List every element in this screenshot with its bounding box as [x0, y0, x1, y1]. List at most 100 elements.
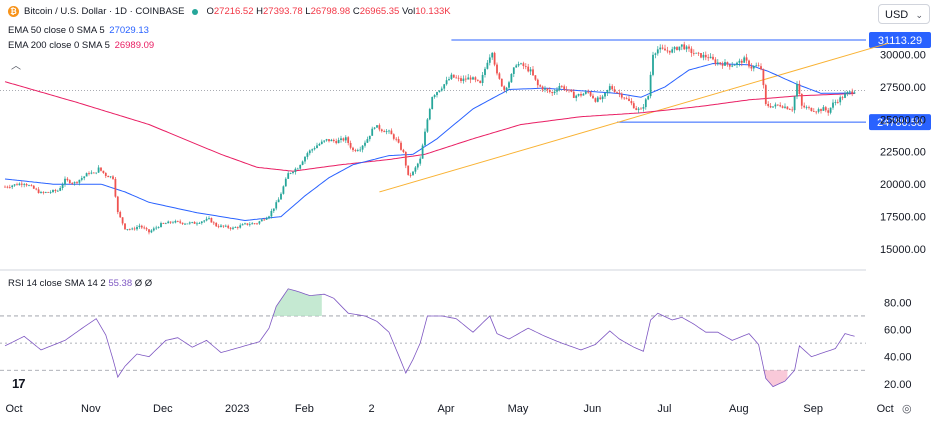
- currency-select[interactable]: USD ⌄: [878, 4, 930, 24]
- candle-body: [853, 92, 856, 94]
- candle-body: [436, 92, 438, 96]
- candle-body: [260, 219, 263, 222]
- symbol-title[interactable]: Bitcoin / U.S. Dollar · 1D · COINBASE: [24, 6, 185, 17]
- candle-body: [517, 64, 520, 66]
- candle-body: [47, 192, 50, 193]
- ema50-legend[interactable]: EMA 50 close 0 SMA 5 27029.13: [8, 25, 149, 36]
- candle-body: [548, 89, 551, 93]
- symbol-legend[interactable]: ₿ Bitcoin / U.S. Dollar · 1D · COINBASE …: [8, 6, 451, 17]
- candle-body: [400, 142, 402, 150]
- tradingview-logo-icon: 17: [12, 376, 26, 391]
- candle-body: [721, 63, 724, 66]
- candle-body: [582, 93, 585, 96]
- candle-body: [757, 65, 760, 67]
- candle-body: [126, 229, 129, 231]
- candle-body: [604, 92, 606, 97]
- candle-body: [428, 109, 431, 120]
- candle-body: [28, 185, 30, 187]
- candle-body: [107, 175, 110, 178]
- candle-body: [246, 223, 249, 225]
- time-tick-label: 2: [369, 403, 375, 415]
- candle-body: [592, 95, 594, 99]
- candle-body: [248, 224, 251, 226]
- time-tick-label: Sep: [803, 403, 823, 415]
- candle-body: [587, 91, 590, 93]
- candle-body: [479, 80, 482, 83]
- candle-body: [762, 69, 765, 86]
- candle-body: [608, 86, 611, 91]
- candle-body: [560, 85, 563, 87]
- candle-body: [656, 49, 659, 54]
- candle-body: [80, 178, 83, 180]
- settings-icon[interactable]: ◎: [902, 403, 912, 415]
- candle-body: [289, 172, 292, 174]
- candle-body: [460, 78, 462, 82]
- candle-body: [71, 183, 74, 184]
- candle-body: [448, 79, 450, 81]
- candle-body: [23, 184, 26, 185]
- price-axis[interactable]: 15000.00 17500.00 20000.00 22500.00 25000.00…: [880, 49, 926, 256]
- candle-body: [191, 222, 194, 223]
- collapse-legend-icon[interactable]: ︿: [11, 61, 21, 72]
- time-axis[interactable]: Oct Nov Dec 2023 Feb 2 Apr May Jun Jul Aug Sep Oct: [5, 403, 893, 415]
- candle-body: [402, 149, 405, 152]
- candle-body: [488, 57, 491, 63]
- candle-body: [515, 65, 518, 68]
- candle-body: [709, 56, 712, 59]
- candle-body: [750, 66, 753, 69]
- candle-body: [268, 216, 270, 219]
- candle-body: [320, 141, 323, 144]
- candle-body: [234, 227, 237, 229]
- ema200-legend[interactable]: EMA 200 close 0 SMA 5 26989.09: [8, 40, 155, 51]
- candle-body: [510, 73, 513, 83]
- candle-body: [164, 223, 167, 225]
- candle-body: [740, 60, 743, 63]
- candle-body: [311, 149, 314, 151]
- candle-body: [174, 220, 177, 223]
- candle-body: [827, 110, 830, 113]
- candle-body: [848, 91, 851, 93]
- candle-body: [443, 84, 446, 89]
- candle-body: [373, 127, 376, 129]
- candle-body: [527, 66, 530, 72]
- price-level-label: 24780.50: [877, 117, 923, 129]
- candle-body: [136, 226, 138, 230]
- candle-body: [203, 220, 206, 222]
- candle-body: [832, 102, 834, 108]
- candle-body: [829, 107, 832, 113]
- candle-body: [287, 173, 290, 179]
- candle-body: [594, 98, 597, 102]
- time-tick-label: 2023: [225, 403, 249, 415]
- candle-body: [738, 60, 741, 63]
- candle-body: [275, 202, 278, 209]
- candle-body: [570, 89, 573, 92]
- candle-body: [589, 91, 592, 96]
- candle-body: [356, 150, 359, 152]
- candle-body: [702, 54, 705, 58]
- candle-body: [824, 107, 827, 111]
- candle-body: [580, 94, 582, 96]
- candle-body: [184, 223, 186, 225]
- candle-body: [352, 147, 354, 151]
- candle-body: [40, 192, 42, 194]
- candle-body: [76, 182, 78, 183]
- candle-body: [78, 179, 81, 183]
- candle-body: [690, 48, 693, 54]
- rsi-axis[interactable]: 20.00 40.00 60.00 80.00: [884, 297, 912, 390]
- candle-body: [148, 229, 150, 233]
- candle-body: [596, 97, 599, 102]
- candle-body: [688, 46, 690, 49]
- rsi-legend[interactable]: RSI 14 close SMA 14 2 55.38 Ø Ø: [8, 278, 153, 289]
- candle-body: [815, 111, 818, 113]
- candle-body: [229, 227, 232, 229]
- price-level-label: 31113.29: [878, 35, 922, 47]
- candle-body: [676, 47, 678, 50]
- candle-body: [85, 173, 88, 177]
- candle-body: [61, 184, 64, 188]
- rsi-tick-label: 20.00: [884, 379, 912, 391]
- horizontal-levels[interactable]: 31113.29 24780.50: [0, 31, 931, 131]
- candle-body: [666, 50, 669, 52]
- trendline[interactable]: [379, 42, 889, 193]
- candle-body: [188, 222, 191, 224]
